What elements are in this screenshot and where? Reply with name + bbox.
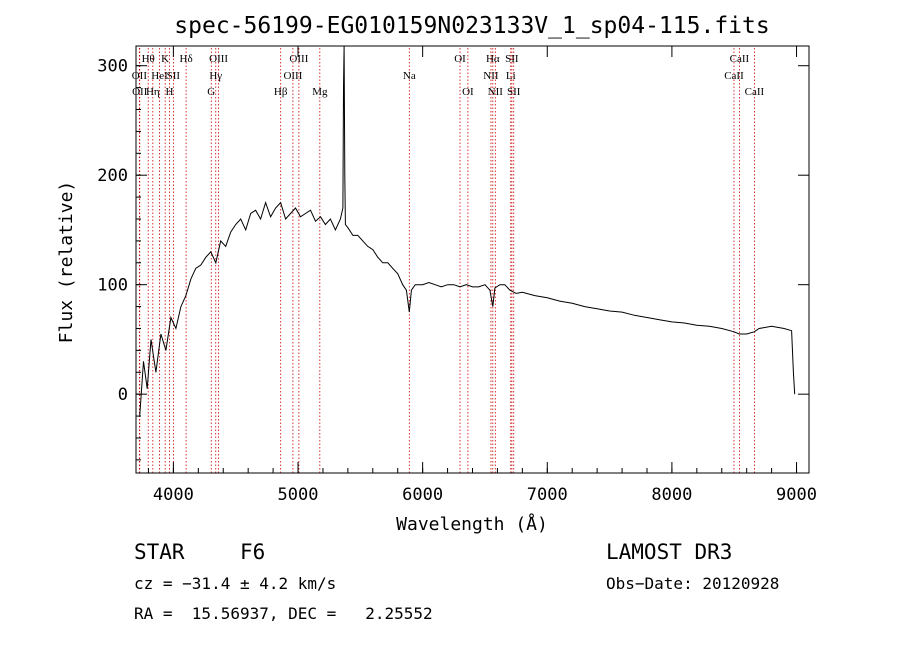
object-class: STAR <box>134 540 185 564</box>
survey-name: LAMOST DR3 <box>606 540 733 564</box>
spectral-line-label: Li <box>506 70 516 82</box>
x-tick-label: 8000 <box>651 485 692 505</box>
plot-frame <box>135 45 810 474</box>
y-axis-label: Flux (relative) <box>56 181 77 344</box>
x-tick-label: 9000 <box>776 485 817 505</box>
emission-lines <box>138 48 755 473</box>
spectral-line-label: NII <box>488 86 504 98</box>
y-tick-label: 0 <box>118 385 128 405</box>
spectral-line-label: OIII <box>209 53 228 65</box>
spectral-line-label: SII <box>507 86 521 98</box>
object-subclass: F6 <box>240 540 266 564</box>
spectral-line-label: CaII <box>745 86 765 98</box>
spectral-line-label: CaII <box>730 53 750 65</box>
spectral-line-label: Hθ <box>142 53 155 65</box>
spectral-line-label: HeI <box>151 70 168 82</box>
y-tick-label: 300 <box>97 57 128 77</box>
spectral-line-label: Hδ <box>180 53 193 65</box>
x-tick-label: 7000 <box>527 485 568 505</box>
spectral-line-label: K <box>161 53 169 65</box>
spectrum-line <box>139 45 796 417</box>
x-axis-label: Wavelength (Å) <box>396 513 548 535</box>
spectral-line-label: Hβ <box>274 86 288 98</box>
coordinates-text: RA = 15.56937, DEC = 2.25552 <box>134 604 433 623</box>
x-tick-label: 6000 <box>402 485 443 505</box>
spectral-line-label: G <box>207 86 215 98</box>
spectral-line-label: SII <box>167 70 181 82</box>
spectral-line-label: NII <box>483 70 499 82</box>
observation-date: Obs−Date: 20120928 <box>606 574 780 593</box>
spectral-line-label: OIII <box>283 70 302 82</box>
spectral-line-label: SII <box>505 53 519 65</box>
y-tick-label: 200 <box>97 166 128 186</box>
redshift-text: cz = −31.4 ± 4.2 km/s <box>134 574 337 593</box>
spectral-line-label: OI <box>462 86 474 98</box>
spectral-line-label: Hγ <box>209 70 222 82</box>
spectral-line-label: OIII <box>289 53 308 65</box>
spectral-line-label: Mg <box>312 86 328 98</box>
spectral-line-label: OII <box>132 70 148 82</box>
spectral-line-label: OI <box>454 53 466 65</box>
spectral-line-label: Hη <box>146 86 160 98</box>
x-axis-ticks: 4000 5000 6000 7000 8000 9000 <box>147 46 817 505</box>
chart-title: spec-56199-EG010159N023133V_1_sp04-115.f… <box>174 13 769 39</box>
spectral-line-label: CaII <box>724 70 744 82</box>
x-tick-label: 4000 <box>153 485 194 505</box>
spectral-line-label: Hα <box>486 53 500 65</box>
spectral-line-label: H <box>166 86 174 98</box>
spectral-line-label: Na <box>403 70 416 82</box>
x-tick-label: 5000 <box>278 485 319 505</box>
y-tick-label: 100 <box>97 276 128 296</box>
y-axis-ticks: 0 100 200 300 <box>97 57 809 461</box>
